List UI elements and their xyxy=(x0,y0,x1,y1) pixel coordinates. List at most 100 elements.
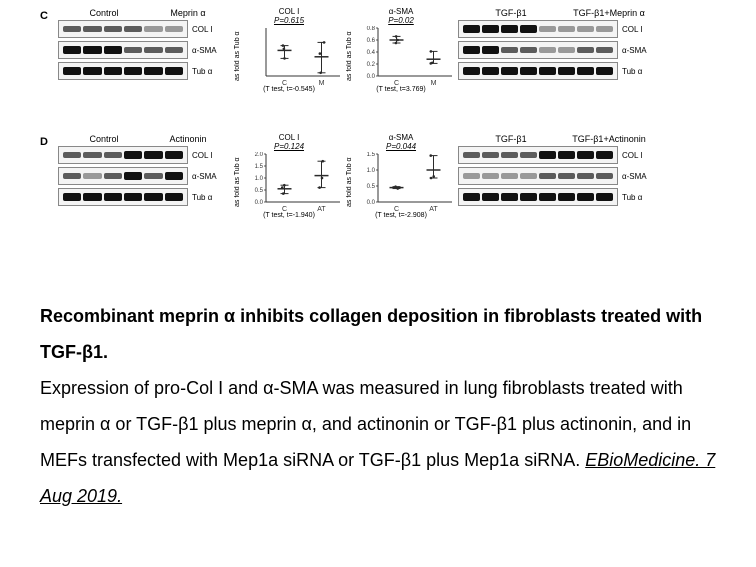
header-label: TGF-β1+Actinonin xyxy=(560,134,658,144)
blot-label: Tub α xyxy=(192,193,212,202)
blot-lanes xyxy=(58,188,188,206)
blot-lanes xyxy=(458,20,618,38)
header-label: Meprin α xyxy=(146,8,230,18)
blot-label: α-SMA xyxy=(622,172,647,181)
header-label: Control xyxy=(62,8,146,18)
header-label: Actinonin xyxy=(146,134,230,144)
svg-text:C: C xyxy=(282,80,287,86)
svg-text:M: M xyxy=(431,80,437,86)
blot-label: COL I xyxy=(622,151,643,160)
plot-c-sma: α-SMA P=0.02 as fold as Tub α 0.80.60.40… xyxy=(346,8,456,120)
plot-pval: P=0.615 xyxy=(234,17,344,26)
blot-row: Tub α xyxy=(458,188,658,206)
blot-row: COL I xyxy=(58,20,230,38)
plot-ylabel: as fold as Tub α xyxy=(234,26,244,86)
svg-text:1.0: 1.0 xyxy=(255,176,264,182)
blot-label: Tub α xyxy=(622,67,642,76)
blot-lanes xyxy=(458,167,618,185)
blot-row: α-SMA xyxy=(458,167,658,185)
svg-text:0.5: 0.5 xyxy=(255,188,264,194)
panel-d-left-headers: Control Actinonin xyxy=(58,134,230,144)
plot-foot: (T test, t=-0.545) xyxy=(234,86,344,94)
blot-label: α-SMA xyxy=(622,46,647,55)
panel-letter-d: D xyxy=(40,134,58,148)
header-label: TGF-β1+Meprin α xyxy=(560,8,658,18)
blot-row: Tub α xyxy=(58,188,230,206)
blot-row: COL I xyxy=(58,146,230,164)
panel-d-right-headers: TGF-β1 TGF-β1+Actinonin xyxy=(458,134,658,144)
plot-svg: 1.51.00.50.0 CAT xyxy=(356,152,456,212)
svg-text:2.0: 2.0 xyxy=(255,152,264,158)
plot-ylabel: as fold as Tub α xyxy=(234,152,244,212)
caption-title: Recombinant meprin α inhibits collagen d… xyxy=(40,306,702,362)
blot-lanes xyxy=(58,146,188,164)
plot-svg: 0.80.60.40.20.0 CM xyxy=(356,26,456,86)
plot-pval: P=0.044 xyxy=(346,143,456,152)
panel-c-right-blot: TGF-β1 TGF-β1+Meprin α COL I α-SMA xyxy=(458,8,658,83)
blot-lanes xyxy=(458,146,618,164)
blot-lanes xyxy=(458,41,618,59)
svg-text:0.5: 0.5 xyxy=(367,184,376,190)
header-label: Control xyxy=(62,134,146,144)
plot-ylabel: as fold as Tub α xyxy=(346,152,356,212)
panel-d-row: D Control Actinonin COL I α-SMA xyxy=(40,134,716,254)
plot-foot: (T test, t=3.769) xyxy=(346,86,456,94)
plot-pval: P=0.02 xyxy=(346,17,456,26)
svg-text:0.8: 0.8 xyxy=(367,26,376,32)
blot-row: Tub α xyxy=(58,62,230,80)
svg-text:M: M xyxy=(319,80,325,86)
blot-label: Tub α xyxy=(192,67,212,76)
blot-label: COL I xyxy=(192,25,213,34)
blot-label: COL I xyxy=(622,25,643,34)
blot-row: α-SMA xyxy=(58,167,230,185)
svg-text:1.5: 1.5 xyxy=(367,152,376,158)
blot-lanes xyxy=(58,167,188,185)
blot-lanes xyxy=(58,20,188,38)
plot-d-col: COL I P=0.124 as fold as Tub α 2.01.51.0… xyxy=(234,134,344,246)
blot-label: Tub α xyxy=(622,193,642,202)
blot-label: α-SMA xyxy=(192,172,217,181)
blot-label: COL I xyxy=(192,151,213,160)
svg-text:0.2: 0.2 xyxy=(367,62,376,68)
svg-text:0.0: 0.0 xyxy=(367,200,376,206)
svg-text:0.4: 0.4 xyxy=(367,50,376,56)
panel-c-row: C Control Meprin α COL I α-SMA xyxy=(40,8,716,128)
blot-lanes xyxy=(58,41,188,59)
blot-label: α-SMA xyxy=(192,46,217,55)
svg-text:C: C xyxy=(282,206,287,212)
plot-pval: P=0.124 xyxy=(234,143,344,152)
plot-foot: (T test, t=-1.940) xyxy=(234,212,344,220)
blot-row: COL I xyxy=(458,146,658,164)
svg-text:AT: AT xyxy=(317,206,326,212)
svg-text:0.0: 0.0 xyxy=(255,200,264,206)
plot-foot: (T test, t=-2.908) xyxy=(346,212,456,220)
svg-text:1.5: 1.5 xyxy=(255,164,264,170)
svg-text:0.0: 0.0 xyxy=(367,74,376,80)
panel-d-right-blot: TGF-β1 TGF-β1+Actinonin COL I α-SMA xyxy=(458,134,658,209)
plot-d-sma: α-SMA P=0.044 as fold as Tub α 1.51.00.5… xyxy=(346,134,456,246)
panel-c-right-headers: TGF-β1 TGF-β1+Meprin α xyxy=(458,8,658,18)
blot-row: α-SMA xyxy=(458,41,658,59)
blot-row: α-SMA xyxy=(58,41,230,59)
figure-caption: Recombinant meprin α inhibits collagen d… xyxy=(40,298,716,514)
blot-row: Tub α xyxy=(458,62,658,80)
header-label: TGF-β1 xyxy=(462,134,560,144)
svg-text:C: C xyxy=(394,80,399,86)
svg-text:AT: AT xyxy=(429,206,438,212)
panel-d-plots: COL I P=0.124 as fold as Tub α 2.01.51.0… xyxy=(230,134,450,246)
figure-area: C Control Meprin α COL I α-SMA xyxy=(40,8,716,258)
header-label: TGF-β1 xyxy=(462,8,560,18)
panel-c-left-blot: Control Meprin α COL I α-SMA xyxy=(58,8,230,83)
plot-ylabel: as fold as Tub α xyxy=(346,26,356,86)
panel-d-left-blot: Control Actinonin COL I α-SMA xyxy=(58,134,230,209)
blot-row: COL I xyxy=(458,20,658,38)
panel-c-plots: COL I P=0.615 as fold as Tub α CM (T tes… xyxy=(230,8,450,120)
plot-svg: CM xyxy=(244,26,344,86)
blot-lanes xyxy=(458,188,618,206)
panel-c-left-headers: Control Meprin α xyxy=(58,8,230,18)
plot-svg: 2.0 1.5 1.0 0.5 0.0 C AT xyxy=(244,152,344,212)
svg-text:1.0: 1.0 xyxy=(367,168,376,174)
blot-lanes xyxy=(58,62,188,80)
plot-c-col: COL I P=0.615 as fold as Tub α CM (T tes… xyxy=(234,8,344,120)
panel-letter-c: C xyxy=(40,8,58,22)
